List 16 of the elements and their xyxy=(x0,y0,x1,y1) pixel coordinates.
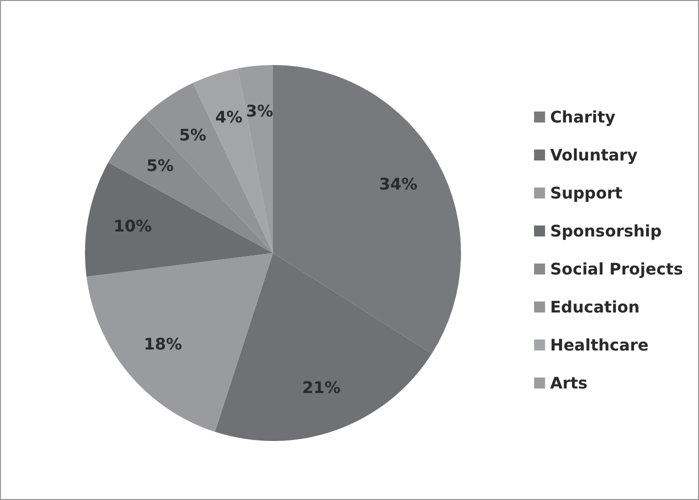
data-label: 10% xyxy=(114,216,152,236)
data-label: 34% xyxy=(379,174,418,194)
data-label: 5% xyxy=(179,125,206,144)
legend-label: Sponsorship xyxy=(550,222,662,240)
data-label: 18% xyxy=(144,334,182,354)
legend-label: Social Projects xyxy=(550,260,683,278)
legend-label: Arts xyxy=(550,374,588,392)
legend-label: Charity xyxy=(550,108,616,126)
data-label: 5% xyxy=(146,156,174,175)
data-label: 21% xyxy=(302,378,341,397)
legend-label: Healthcare xyxy=(550,336,649,354)
data-label: 4% xyxy=(215,108,242,127)
legend-label: Voluntary xyxy=(550,146,638,164)
legend-label: Education xyxy=(550,298,640,316)
legend-label: Support xyxy=(550,184,623,202)
data-label: 3% xyxy=(246,101,274,120)
